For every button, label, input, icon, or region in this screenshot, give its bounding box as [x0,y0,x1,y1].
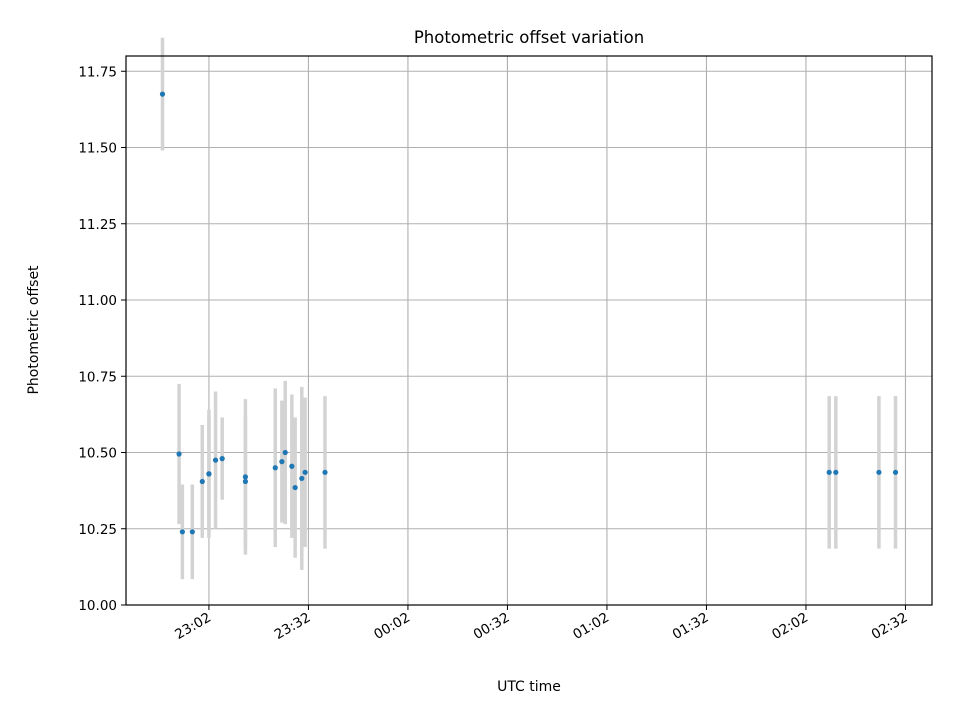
y-tick-label: 11.75 [78,64,117,80]
data-point [289,463,295,469]
y-axis-ticks: 10.00 10.25 10.50 10.75 11.00 11.25 11.50 11.75 [78,64,126,614]
data-point [219,456,225,462]
data-point [206,471,212,477]
data-point [322,469,328,475]
data-point [242,478,249,485]
plot-frame [125,55,933,606]
data-point [242,474,249,480]
y-tick-label: 11.50 [78,141,117,157]
data-point [833,469,839,475]
y-axis-label: Photometric offset [26,265,42,395]
data-point [176,451,182,457]
grid-lines [126,56,932,606]
data-point [876,469,882,475]
y-tick-label: 11.00 [78,293,117,309]
data-point [179,529,185,535]
data-point [892,469,899,475]
data-point [279,459,285,465]
data-point [826,469,832,475]
chart-title: Photometric offset variation [414,28,644,47]
data-point [212,457,219,463]
data-point [299,475,305,482]
data-point [189,529,195,535]
y-tick-label: 10.50 [78,446,117,462]
data-point [282,449,288,456]
data-point [292,484,298,491]
data-point [272,465,278,471]
y-tick-label: 11.25 [78,217,117,233]
y-tick-label: 10.75 [78,369,117,385]
data-point [159,91,166,97]
y-tick-label: 10.25 [78,522,117,538]
data-point [302,469,308,475]
y-tick-label: 10.00 [78,598,117,614]
data-points [159,91,899,535]
data-point [199,478,205,485]
x-axis-label: UTC time [497,679,561,695]
